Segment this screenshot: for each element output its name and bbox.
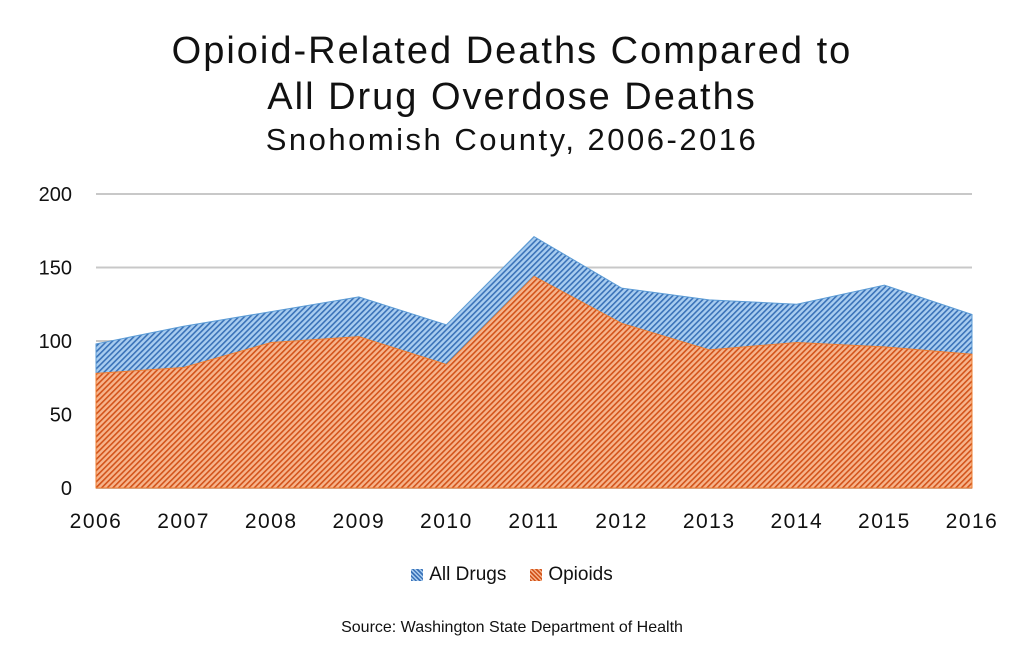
x-tick-label: 2012: [595, 510, 648, 533]
x-tick-label: 2011: [508, 510, 559, 533]
x-tick-label: 2015: [858, 510, 911, 533]
x-tick-label: 2013: [683, 510, 736, 533]
opioids-swatch: [530, 569, 543, 581]
all-drugs-swatch: [411, 569, 424, 581]
x-tick-label: 2008: [245, 510, 298, 533]
x-tick-label: 2016: [946, 510, 999, 533]
y-tick-label: 0: [61, 478, 72, 500]
legend-label: All Drugs: [429, 564, 507, 585]
chart-title-line2: All Drug Overdose Deaths: [267, 76, 757, 118]
y-tick-label: 50: [50, 405, 72, 427]
x-tick-label: 2014: [770, 510, 823, 533]
y-tick-label: 150: [39, 258, 72, 280]
x-tick-label: 2007: [157, 510, 210, 533]
source-note: Source: Washington State Department of H…: [341, 619, 683, 636]
y-tick-label: 100: [39, 331, 72, 353]
legend-item-all-drugs: All Drugs: [411, 564, 506, 586]
x-tick-label: 2006: [70, 510, 123, 533]
chart-subtitle: Snohomish County, 2006-2016: [265, 122, 759, 157]
x-tick-label: 2010: [420, 510, 473, 533]
y-tick-label: 200: [39, 184, 72, 206]
legend-label: Opioids: [548, 564, 613, 585]
opioids-area: [95, 275, 973, 489]
x-tick-label: 2009: [332, 510, 385, 533]
legend: All Drugs Opioids: [0, 564, 1024, 586]
legend-item-opioids: Opioids: [530, 564, 613, 586]
chart-title: Opioid-Related Deaths Compared to: [171, 30, 853, 72]
